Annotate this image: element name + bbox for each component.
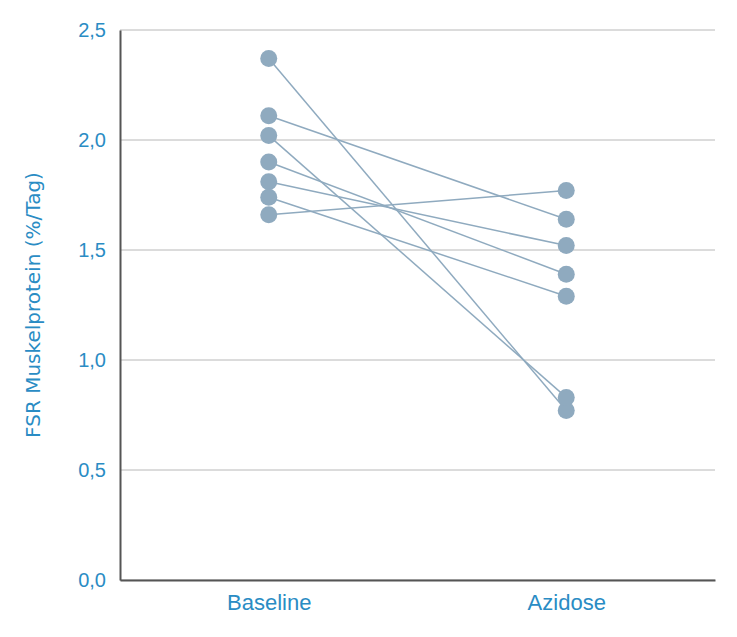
data-point (558, 389, 575, 406)
y-tick-label: 1,5 (78, 239, 106, 261)
data-point (260, 206, 277, 223)
series-line (269, 116, 567, 219)
data-point (558, 288, 575, 305)
x-tick: Baseline (227, 580, 311, 615)
grid-line (120, 580, 715, 581)
series-line (269, 162, 567, 274)
data-point (558, 182, 575, 199)
grid-line (120, 140, 715, 141)
series-line (269, 197, 567, 296)
grid-line (120, 360, 715, 361)
y-tick: 1,0 (78, 349, 120, 371)
x-tick-label: Baseline (227, 590, 311, 615)
y-tick: 0,0 (78, 569, 120, 591)
y-tick-label: 0,0 (78, 569, 106, 591)
grid-line (120, 30, 715, 31)
data-point (558, 266, 575, 283)
grid-line (120, 250, 715, 251)
data-point (260, 154, 277, 171)
data-point (260, 189, 277, 206)
data-point (260, 173, 277, 190)
y-tick-label: 1,0 (78, 349, 106, 371)
chart: 0,0 0,5 1,0 1,5 2,0 2,5 Baseline Azidose FSR Mus… (0, 0, 737, 637)
grid-line (120, 470, 715, 471)
grid (120, 30, 715, 580)
y-tick-label: 2,0 (78, 129, 106, 151)
data-point (260, 107, 277, 124)
y-tick: 0,5 (78, 459, 120, 481)
series-line (269, 182, 567, 246)
series-line (269, 59, 567, 411)
x-tick: Azidose (528, 580, 606, 615)
x-axis: Baseline Azidose (121, 580, 716, 615)
y-axis-line (120, 31, 122, 581)
y-tick: 1,5 (78, 239, 120, 261)
data-point (260, 127, 277, 144)
x-axis-line (121, 580, 716, 582)
series-line (269, 136, 567, 398)
series-line (269, 191, 567, 215)
y-axis: 0,0 0,5 1,0 1,5 2,0 2,5 (78, 19, 120, 591)
y-tick-label: 0,5 (78, 459, 106, 481)
y-axis-title: FSR Muskelprotein (%/Tag) (21, 172, 45, 438)
data-point (558, 211, 575, 228)
y-tick: 2,0 (78, 129, 120, 151)
data-point (558, 237, 575, 254)
data-point (260, 50, 277, 67)
plot-area (260, 50, 575, 419)
y-tick: 2,5 (78, 19, 120, 41)
x-tick-label: Azidose (528, 590, 606, 615)
y-tick-label: 2,5 (78, 19, 106, 41)
